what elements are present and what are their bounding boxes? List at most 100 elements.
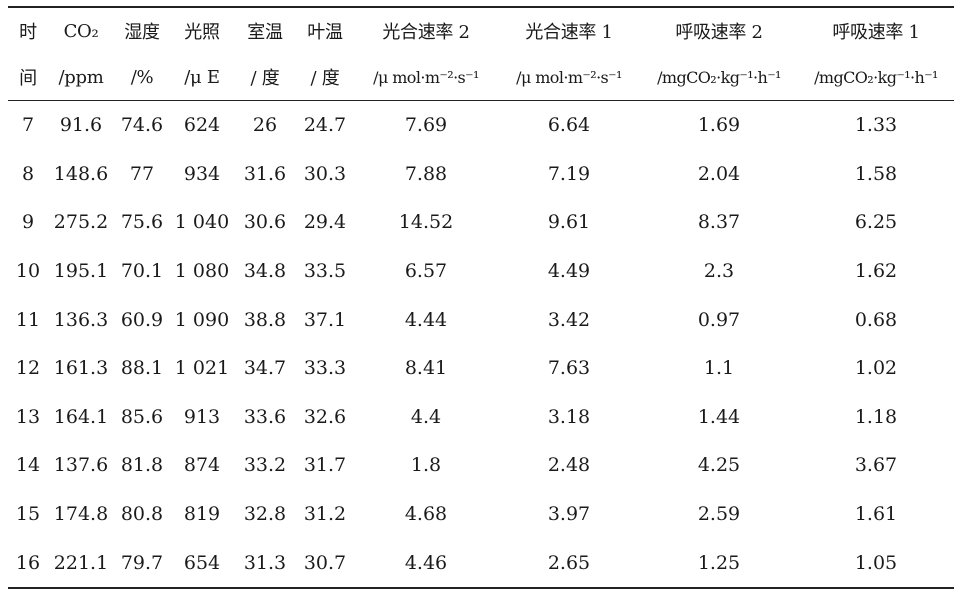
unit-light: /μ E	[170, 54, 234, 101]
table-cell: 1.25	[640, 538, 798, 589]
header-light: 光照	[170, 6, 234, 54]
unit-photosynthesis-2: /μ mol·m⁻²·s⁻¹	[354, 54, 498, 101]
table-cell: 1.18	[854, 405, 898, 428]
table-cell: 38.8	[243, 308, 287, 331]
table-cell: 1 021	[174, 357, 230, 380]
table-cell: 30.7	[296, 538, 354, 589]
table-cell: 2.04	[697, 162, 741, 185]
data-table: 时 CO₂ 湿度 光照 室温 叶温 光合速率 2 光合速率 1 呼吸速率 2 呼…	[8, 6, 954, 589]
table-cell: 4.25	[697, 454, 741, 477]
table-cell: 6.57	[404, 260, 448, 283]
table-cell: 3.18	[547, 405, 591, 428]
table-cell: 3.67	[854, 454, 898, 477]
table-cell: 4.4	[410, 405, 442, 428]
table-cell: 819	[183, 503, 221, 526]
table-header: 时 CO₂ 湿度 光照 室温 叶温 光合速率 2 光合速率 1 呼吸速率 2 呼…	[8, 6, 954, 101]
table-cell: 33.3	[303, 357, 347, 380]
table-cell: 161.3	[53, 357, 109, 380]
table-cell: 7.88	[404, 162, 448, 185]
table-cell: 2.59	[697, 503, 741, 526]
table-cell: 7	[21, 114, 35, 137]
table-cell: 0.68	[854, 308, 898, 331]
table-cell: 0.97	[697, 308, 741, 331]
header-photosynthesis-1: 光合速率 1	[498, 6, 640, 54]
table-cell: 13	[15, 405, 41, 428]
table-cell: 1 040	[174, 211, 230, 234]
table-cell: 91.6	[59, 114, 103, 137]
header-humidity: 湿度	[114, 6, 170, 54]
header-row-names: 时 CO₂ 湿度 光照 室温 叶温 光合速率 2 光合速率 1 呼吸速率 2 呼…	[8, 6, 954, 54]
header-time: 时	[8, 6, 48, 54]
table-cell: 12	[15, 357, 41, 380]
table-cell: 34.7	[243, 357, 287, 380]
unit-co2: /ppm	[48, 54, 114, 101]
header-respiration-1: 呼吸速率 1	[798, 6, 954, 54]
table-cell: 1.02	[854, 357, 898, 380]
table-cell: 1.33	[854, 114, 898, 137]
table-cell: 77	[129, 162, 155, 185]
header-row-units: 间 /ppm /% /μ E / 度 / 度 /μ mol·m⁻²·s⁻¹ /μ…	[8, 54, 954, 101]
table-row: 16 221.1 79.7 654 31.3 30.7 4.46 2.65 1.25 1.05	[8, 538, 954, 589]
header-leaf-temp: 叶温	[296, 6, 354, 54]
table-row: 14 137.6 81.8 874 33.2 31.7 1.8 2.48 4.25 3.67	[8, 441, 954, 490]
table-cell: 10	[15, 260, 41, 283]
unit-photosynthesis-1: /μ mol·m⁻²·s⁻¹	[498, 54, 640, 101]
table-row: 13 164.1 85.6 913 33.6 32.6 4.4 3.18 1.44 1.18	[8, 393, 954, 442]
table-cell: 2.48	[547, 454, 591, 477]
table-cell: 137.6	[53, 454, 109, 477]
table-cell: 88.1	[120, 357, 164, 380]
table-cell: 74.6	[120, 114, 164, 137]
table-cell: 7.19	[547, 162, 591, 185]
table-row: 9 275.2 75.6 1 040 30.6 29.4 14.52 9.61 8.37 6.25	[8, 198, 954, 247]
table-cell: 7.63	[547, 357, 591, 380]
header-photosynthesis-2: 光合速率 2	[354, 6, 498, 54]
unit-respiration-2: /mgCO₂·kg⁻¹·h⁻¹	[640, 54, 798, 101]
table-cell: 33.5	[303, 260, 347, 283]
table-cell: 1.62	[854, 260, 898, 283]
table-cell: 1.58	[854, 162, 898, 185]
unit-respiration-1: /mgCO₂·kg⁻¹·h⁻¹	[798, 54, 954, 101]
table-cell: 9.61	[547, 211, 591, 234]
table-cell: 1.69	[697, 114, 741, 137]
table-cell: 79.7	[114, 538, 170, 589]
table-cell: 81.8	[120, 454, 164, 477]
table-row: 7 91.6 74.6 624 26 24.7 7.69 6.64 1.69 1.33	[8, 101, 954, 150]
table-cell: 874	[183, 454, 221, 477]
table-cell: 3.97	[547, 503, 591, 526]
table-cell: 1.05	[798, 538, 954, 589]
table-cell: 26	[252, 114, 278, 137]
table-cell: 1.61	[854, 503, 898, 526]
table-cell: 33.2	[243, 454, 287, 477]
table-cell: 2.3	[703, 260, 735, 283]
table-cell: 60.9	[120, 308, 164, 331]
table-cell: 195.1	[53, 260, 109, 283]
table-cell: 70.1	[120, 260, 164, 283]
table-cell: 75.6	[120, 211, 164, 234]
table-cell: 4.46	[354, 538, 498, 589]
table-cell: 1.1	[703, 357, 735, 380]
table-cell: 32.6	[303, 405, 347, 428]
unit-room-temp: / 度	[234, 54, 296, 101]
table-cell: 80.8	[120, 503, 164, 526]
table-cell: 14.52	[398, 211, 454, 234]
table-cell: 934	[183, 162, 221, 185]
table-cell: 221.1	[48, 538, 114, 589]
table-cell: 1 080	[174, 260, 230, 283]
table-cell: 136.3	[53, 308, 109, 331]
header-co2: CO₂	[48, 6, 114, 54]
table-cell: 31.6	[243, 162, 287, 185]
table-cell: 37.1	[303, 308, 347, 331]
table-row: 10 195.1 70.1 1 080 34.8 33.5 6.57 4.49 2.3 1.62	[8, 247, 954, 296]
table-cell: 2.65	[498, 538, 640, 589]
table-cell: 11	[15, 308, 41, 331]
table-cell: 34.8	[243, 260, 287, 283]
table-cell: 8.41	[404, 357, 448, 380]
table-cell: 24.7	[303, 114, 347, 137]
table-cell: 913	[183, 405, 221, 428]
table-cell: 32.8	[243, 503, 287, 526]
table-cell: 31.7	[303, 454, 347, 477]
table-cell: 275.2	[53, 211, 109, 234]
table-cell: 85.6	[120, 405, 164, 428]
table-cell: 4.44	[404, 308, 448, 331]
